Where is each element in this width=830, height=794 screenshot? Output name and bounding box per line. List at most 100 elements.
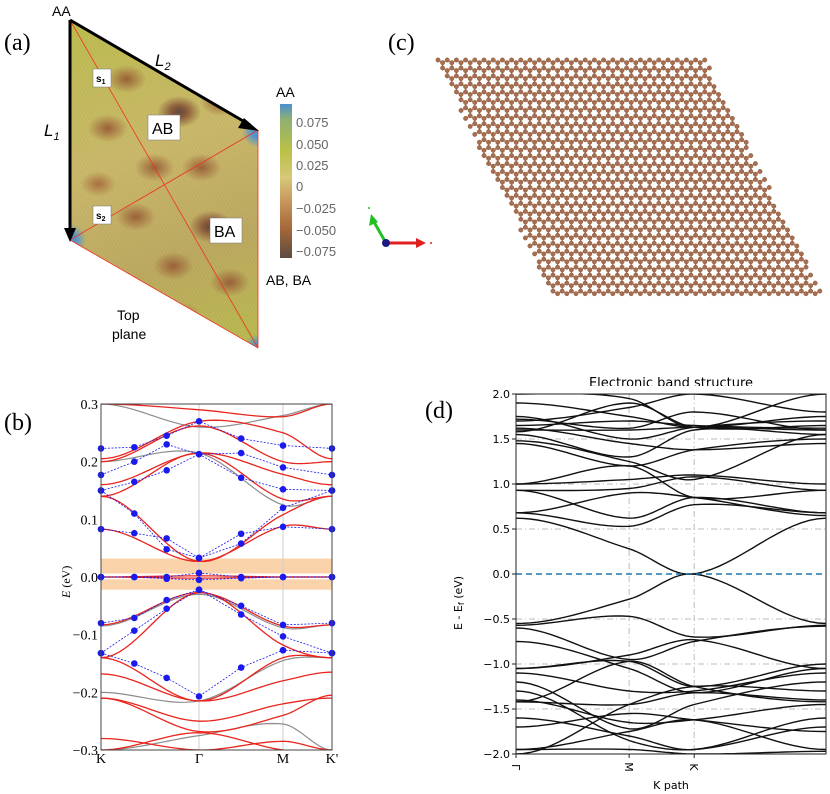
- blue-data-point: [279, 486, 287, 493]
- blue-data-point: [195, 554, 203, 562]
- blue-data-point: [163, 441, 170, 448]
- blue-data-point: [131, 573, 138, 581]
- blue-data-point: [237, 449, 245, 457]
- svg-text:AB: AB: [152, 121, 173, 138]
- mask: [61, 374, 372, 404]
- carbon-lattice: [435, 57, 823, 297]
- blue-data-point: [131, 529, 138, 537]
- svg-text:0: 0: [296, 179, 303, 194]
- blue-data-point: [279, 523, 287, 531]
- z-axis-dot: [382, 239, 390, 247]
- blue-data-point: [237, 474, 245, 482]
- blue-data-point: [163, 535, 170, 542]
- mask: [61, 750, 372, 780]
- colorbar: [280, 104, 292, 258]
- panel-label-d: (d): [425, 398, 453, 424]
- band-line: [515, 699, 827, 725]
- blue-data-point: [195, 576, 203, 584]
- svg-text:s1: s1: [96, 74, 106, 86]
- blue-data-point: [195, 586, 203, 593]
- band-line: [515, 717, 827, 751]
- s1-label: s1: [92, 68, 112, 88]
- blue-data-point: [195, 569, 203, 577]
- blue-data-point: [163, 596, 170, 604]
- panel-c: (c): [368, 30, 823, 297]
- blue-data-point: [195, 693, 203, 700]
- region-ab-label: AB: [147, 114, 181, 141]
- y-tick-label: −0.2: [73, 686, 98, 701]
- band-line: [515, 411, 827, 431]
- y-tick-label: 0.0: [493, 568, 511, 581]
- x-tick-label: K: [687, 763, 700, 771]
- blue-data-point: [131, 458, 138, 465]
- red-band: [100, 694, 333, 733]
- svg-text:−0.050: −0.050: [296, 223, 336, 238]
- svg-text:−0.025: −0.025: [296, 201, 336, 216]
- blue-data-point: [163, 575, 170, 583]
- svg-text:0.075: 0.075: [296, 115, 329, 130]
- band-line: [515, 659, 827, 688]
- colorbar-top-label: AA: [276, 84, 295, 100]
- blue-data-point: [279, 646, 287, 654]
- band-line: [515, 393, 827, 422]
- panel-d: (d) Electronic band structure 2.01.51.00…: [425, 376, 830, 792]
- svg-text:BA: BA: [214, 224, 236, 241]
- blue-data-point: [163, 674, 170, 682]
- y-tick-label: 0.2: [81, 456, 99, 471]
- band-line: [515, 712, 827, 733]
- band-line: [515, 464, 827, 500]
- red-band: [100, 697, 332, 722]
- y-axis-label-d: E - Ef (eV): [452, 576, 466, 630]
- panel-b: (b) 0.3 0.2 0.1 0.0 −0.1 −0.2 −0.3K Γ M K' E (eV): [4, 374, 372, 780]
- caption-plane: plane: [112, 326, 146, 342]
- y-tick-label: −1.5: [483, 703, 510, 716]
- y-tick-label: −0.1: [73, 629, 98, 644]
- lattice-vector-l1-arrow: [64, 20, 76, 242]
- y-tick-label: 0.5: [493, 523, 511, 536]
- blue-data-point: [131, 478, 138, 486]
- blue-data-point: [279, 504, 287, 512]
- band-line: [515, 438, 827, 467]
- blue-data-point: [279, 633, 287, 640]
- l2-label: L2: [155, 51, 171, 73]
- blue-data-point: [279, 621, 287, 629]
- band-line: [515, 503, 827, 528]
- s2-label: s2: [92, 205, 112, 225]
- svg-text:−0.075: −0.075: [296, 244, 336, 259]
- x-tick-label: K': [326, 752, 339, 767]
- y-tick-label: 0.1: [81, 513, 99, 528]
- band-line: [515, 427, 827, 451]
- y-axis-label-b: E (eV): [59, 566, 73, 599]
- blue-data-point: [163, 546, 170, 553]
- band-line: [515, 681, 827, 730]
- band-plot-d: 2.0 1.5 1.0 0.5 0.0 −0.5 −1.0 −1.5 −2.0 Γ M K: [483, 386, 830, 772]
- band-line: [515, 625, 827, 661]
- y-axis-arrow: [372, 221, 388, 244]
- panel-label-a: (a): [4, 30, 31, 56]
- blue-data-point: [237, 574, 245, 582]
- y-tick-label: 1.5: [493, 433, 511, 446]
- blue-data-point: [163, 605, 170, 613]
- blue-data-point: [131, 614, 138, 622]
- red-band: [100, 452, 333, 502]
- blue-data-point: [131, 443, 138, 451]
- blue-data-point: [131, 660, 138, 667]
- axis-triad: [368, 207, 432, 248]
- band-plot-b: 0.3 0.2 0.1 0.0 −0.1 −0.2 −0.3K Γ M K': [61, 374, 372, 780]
- band-line: [515, 640, 827, 694]
- svg-text:0.025: 0.025: [296, 158, 329, 173]
- lattice-vector-l2-arrow: [69, 18, 259, 131]
- mask: [511, 386, 830, 394]
- band-line: [515, 690, 827, 751]
- blue-data-point: [237, 530, 245, 538]
- carbon-bonds: [437, 59, 821, 295]
- y-tick-label: −2.0: [483, 748, 510, 761]
- plot-frame: [100, 403, 333, 751]
- blue-data-point: [237, 602, 245, 610]
- corner-label-aa: AA: [52, 3, 71, 19]
- x-tick-label: Γ: [195, 752, 203, 767]
- x-tick-label: Γ: [509, 764, 522, 771]
- band-line: [515, 489, 827, 519]
